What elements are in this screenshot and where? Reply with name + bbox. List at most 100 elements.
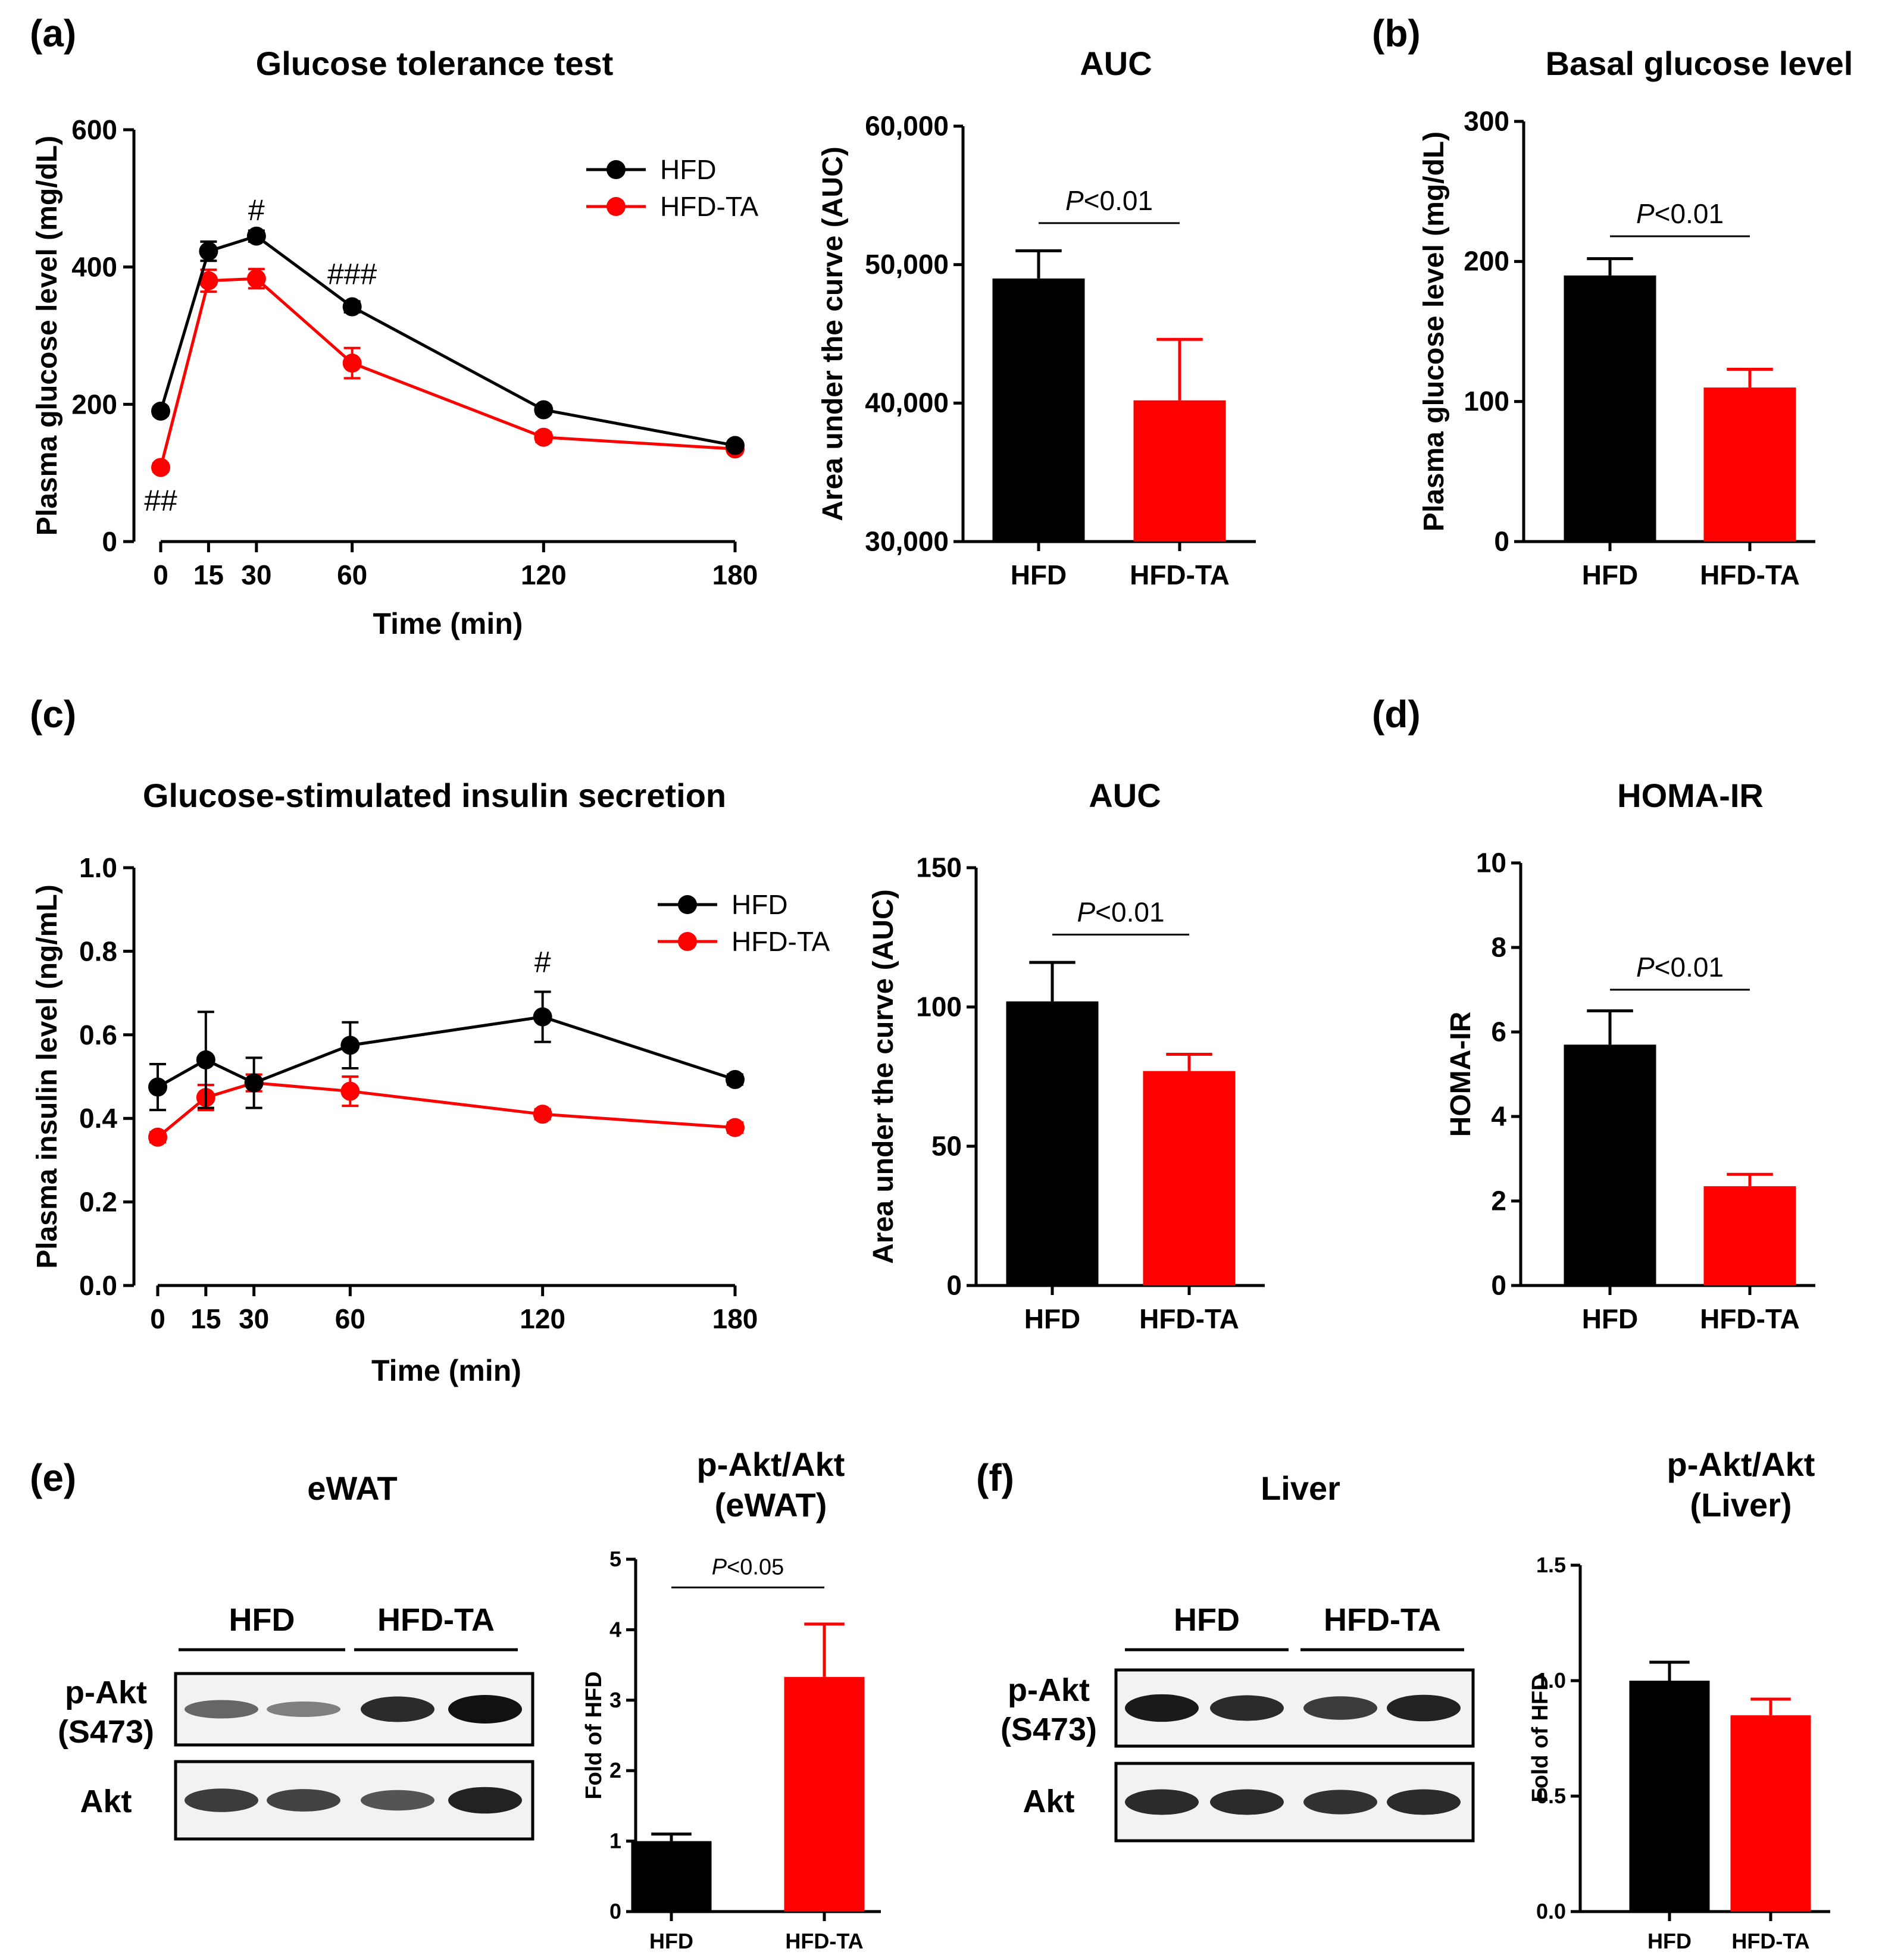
x-tick-label: HFD-TA: [785, 1929, 863, 1953]
blot-title: Liver: [1261, 1469, 1340, 1507]
y-tick-label: 200: [1464, 246, 1509, 277]
x-tick-label: HFD-TA: [1139, 1303, 1239, 1334]
significance-mark: ###: [327, 258, 377, 291]
blot-row-label: (S473): [1001, 1712, 1097, 1747]
x-tick-label: HFD: [1582, 559, 1639, 590]
y-axis-label: Area under the curve (AUC): [868, 889, 899, 1263]
data-point-hfd: [726, 1069, 745, 1089]
bar-hfd-ta: [1703, 1186, 1796, 1285]
blot-band: [1125, 1694, 1199, 1722]
blot-row-label: Akt: [80, 1784, 132, 1819]
y-tick-label: 5: [609, 1547, 621, 1571]
x-tick-label: HFD-TA: [1130, 559, 1230, 590]
significance-label: P<0.01: [1077, 896, 1164, 927]
y-tick-label: 0.2: [79, 1187, 117, 1218]
chart-title: (eWAT): [715, 1486, 827, 1524]
y-tick-label: 2: [609, 1758, 621, 1782]
data-point-hfd: [196, 1050, 215, 1069]
y-axis-label: Plasma insulin level (ng/mL): [32, 884, 63, 1269]
blot-band: [1303, 1696, 1377, 1720]
y-tick-label: 30,000: [865, 526, 949, 556]
y-tick-label: 300: [1464, 105, 1509, 136]
data-point-hfd-ta: [151, 458, 170, 477]
y-axis-label: HOMA-IR: [1445, 1012, 1477, 1137]
y-tick-label: 4: [609, 1617, 621, 1641]
blot-band: [361, 1790, 434, 1811]
bar-hfd: [1006, 1001, 1099, 1285]
data-point-hfd: [340, 1036, 360, 1055]
data-point-hfd: [534, 400, 554, 420]
bar-hfd: [1564, 275, 1656, 542]
bar-hfd: [992, 278, 1085, 542]
blot-group-label: HFD: [229, 1602, 295, 1638]
y-axis-label: Fold of HFD: [581, 1671, 606, 1799]
chart-title: p-Akt/Akt: [1667, 1446, 1815, 1483]
y-axis-label: Fold of HFD: [1528, 1674, 1553, 1802]
data-point-hfd-ta: [534, 427, 554, 447]
blot-row-label: Akt: [1023, 1784, 1074, 1819]
data-point-hfd-ta: [199, 271, 218, 290]
x-tick-label: HFD-TA: [1700, 1303, 1800, 1334]
legend-label: HFD: [731, 889, 788, 920]
x-axis-label: Time (min): [373, 607, 523, 640]
legend-marker: [678, 932, 697, 951]
panel-label-c: (c): [30, 693, 76, 736]
y-axis-label: Plasma glucose level (mg/dL): [32, 136, 63, 536]
panel-label-d: (d): [1372, 693, 1421, 736]
blot-band: [267, 1701, 340, 1717]
blot-title: eWAT: [307, 1469, 397, 1507]
x-tick-label: HFD: [1582, 1303, 1639, 1334]
legend-label: HFD: [660, 154, 717, 185]
x-tick-label: 15: [193, 559, 224, 590]
x-tick-label: 120: [521, 559, 567, 590]
homa-ir-bar-chart: HOMA-IR 0 2 4 6 8 10 HOMA-IR HFD HFD-TA P<0.01: [1445, 777, 1815, 1334]
blot-group-label: HFD-TA: [1324, 1602, 1441, 1638]
y-tick-label: 600: [71, 114, 117, 145]
blot-row-label: p-Akt: [65, 1675, 147, 1710]
liver-pakt-bar-chart: p-Akt/Akt(Liver) 0.0 0.5 1.0 1.5 Fold of HFD H…: [1528, 1446, 1830, 1953]
x-tick-label: 0: [153, 559, 168, 590]
blot-group-label: HFD-TA: [377, 1602, 495, 1638]
panel-label-f: (f): [976, 1456, 1014, 1499]
data-point-hfd-ta: [342, 354, 362, 373]
chart-title: Glucose tolerance test: [256, 45, 614, 82]
significance-label: P<0.05: [712, 1554, 784, 1579]
chart-title: AUC: [1080, 45, 1152, 82]
y-tick-label: 1.0: [79, 852, 117, 883]
bar-hfd-ta: [1143, 1071, 1236, 1285]
y-tick-label: 0: [102, 526, 117, 557]
significance-mark: #: [534, 946, 551, 979]
y-tick-label: 100: [1464, 386, 1509, 417]
blot-band: [448, 1787, 522, 1814]
x-tick-label: 180: [712, 559, 758, 590]
data-point-hfd: [199, 242, 218, 261]
blot-band: [1387, 1694, 1461, 1722]
y-tick-label: 0: [1491, 1269, 1506, 1300]
y-tick-label: 0.0: [79, 1270, 117, 1301]
chart-title: Glucose-stimulated insulin secretion: [143, 777, 726, 814]
y-tick-label: 0: [946, 1269, 962, 1300]
x-tick-label: HFD-TA: [1731, 1929, 1809, 1953]
x-tick-label: 60: [335, 1303, 365, 1334]
y-tick-label: 0.0: [1536, 1899, 1566, 1923]
x-tick-label: HFD: [1647, 1929, 1692, 1953]
panel-label-e: (e): [30, 1456, 76, 1499]
y-tick-label: 4: [1491, 1100, 1506, 1131]
significance-label: P<0.01: [1636, 198, 1724, 229]
chart-title: Basal glucose level: [1546, 45, 1853, 82]
blot-row-label: p-Akt: [1008, 1672, 1090, 1708]
basal-glucose-bar-chart: Basal glucose level 0 100 200 300 Plasma gluc…: [1418, 45, 1853, 590]
gsis-line-chart: Glucose-stimulated insulin secretion 0.0 0…: [32, 777, 830, 1387]
blot-band: [185, 1788, 258, 1812]
data-point-hfd-ta: [726, 1118, 745, 1137]
y-tick-label: 0.8: [79, 936, 117, 967]
x-tick-label: 30: [239, 1303, 269, 1334]
blot-row-label: (S473): [58, 1714, 154, 1750]
significance-label: P<0.01: [1636, 952, 1724, 983]
x-tick-label: HFD: [1011, 559, 1067, 590]
y-tick-label: 50,000: [865, 249, 949, 280]
y-tick-label: 50: [931, 1130, 962, 1161]
y-tick-label: 8: [1491, 931, 1506, 962]
bar-hfd-ta: [1133, 400, 1226, 542]
